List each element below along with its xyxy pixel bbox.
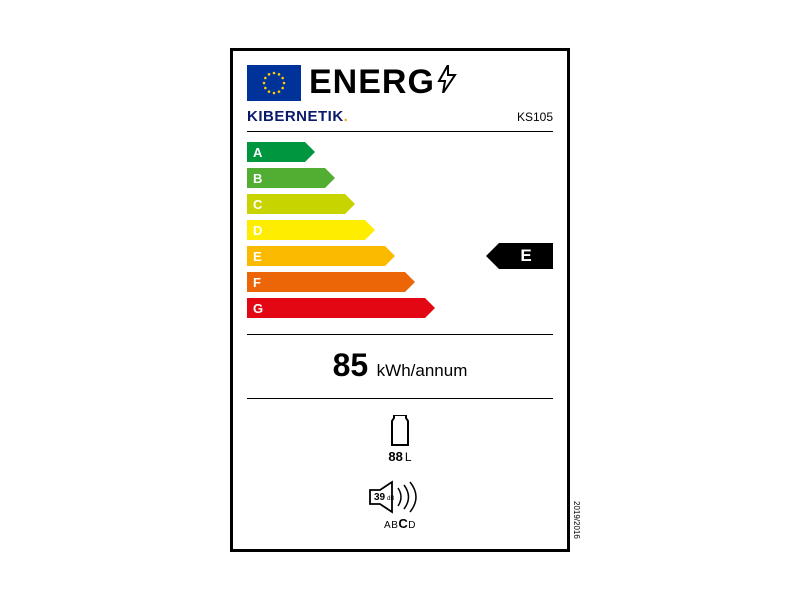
noise-classes: ABCD (384, 516, 416, 531)
eu-flag-icon (247, 65, 301, 101)
svg-text:dB: dB (387, 496, 394, 502)
energy-title-text: ENERG (309, 63, 435, 102)
scale-arrow-f: F (247, 272, 405, 292)
header: ENERG (247, 63, 553, 102)
scale-arrow-a: A (247, 142, 305, 162)
scale-arrow-g: G (247, 298, 425, 318)
volume-value: 88 (388, 449, 402, 464)
scale-arrow-c: C (247, 194, 345, 214)
bottle-icon (389, 415, 411, 447)
noise-block: 39 dB ABCD (368, 480, 432, 531)
kwh-unit: kWh/annum (377, 361, 468, 380)
energy-label: ENERG KIBERNETIK. KS105 E ABCDEFG 85 kWh… (230, 48, 570, 552)
rating-arrow: E (499, 243, 553, 269)
volume-text: 88L (388, 449, 411, 464)
regulation-text: 2019/2016 (572, 501, 581, 539)
volume-unit: L (405, 450, 412, 464)
lightning-icon (437, 65, 457, 100)
scale-arrow-e: E (247, 246, 385, 266)
brand-name: KIBERNETIK. (247, 108, 348, 125)
svg-text:39: 39 (374, 492, 386, 503)
rating-letter: E (520, 246, 531, 266)
scale-arrow-d: D (247, 220, 365, 240)
volume-block: 88L (388, 415, 411, 464)
consumption-row: 85 kWh/annum (247, 347, 553, 399)
scale-arrow-b: B (247, 168, 325, 188)
kwh-value: 85 (333, 347, 369, 383)
speaker-icon: 39 dB (368, 480, 432, 514)
brand-row: KIBERNETIK. KS105 (247, 108, 553, 132)
efficiency-scale: E ABCDEFG (247, 142, 553, 335)
icons-row: 88L 39 dB ABCD (247, 415, 553, 531)
energy-title: ENERG (309, 63, 457, 102)
model-name: KS105 (517, 110, 553, 124)
